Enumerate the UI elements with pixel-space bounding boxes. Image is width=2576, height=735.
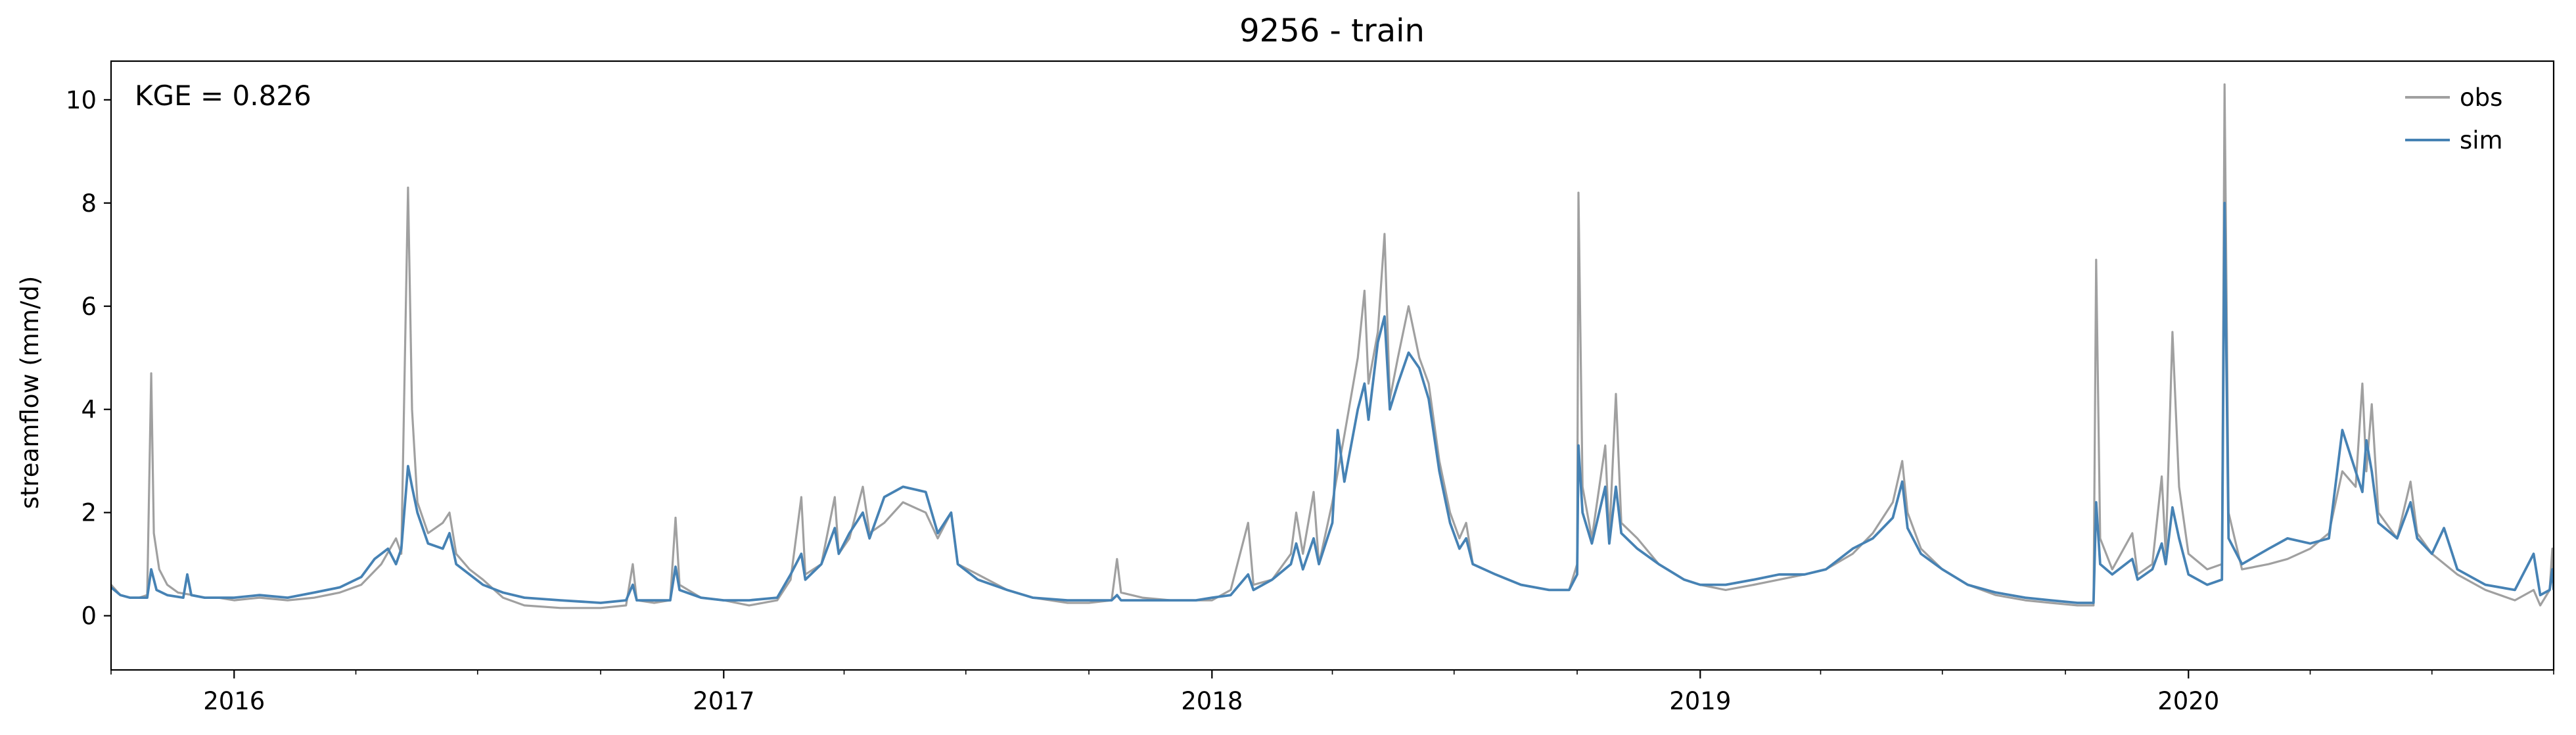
- y-tick-label: 8: [81, 189, 97, 218]
- legend-label-sim: sim: [2460, 126, 2503, 154]
- series-line-sim: [111, 201, 2554, 604]
- y-tick-label: 0: [81, 602, 97, 630]
- y-tick-label: 4: [81, 396, 97, 424]
- x-tick-label: 2018: [1181, 687, 1243, 715]
- x-axis-ticks: 2016 2017 2018 2019 2020: [110, 670, 2554, 715]
- x-tick-label: 2019: [1669, 687, 1731, 715]
- kge-annotation: KGE = 0.826: [135, 80, 311, 112]
- plot-frame: [110, 60, 2555, 671]
- y-tick-label: 6: [81, 293, 97, 321]
- legend: obs sim: [2405, 83, 2503, 154]
- x-tick-label: 2016: [203, 687, 265, 715]
- series-layer: [111, 83, 2554, 609]
- y-axis-label: streamflow (mm/d): [16, 276, 44, 510]
- y-tick-label: 10: [66, 86, 97, 114]
- legend-label-obs: obs: [2460, 83, 2502, 112]
- x-tick-label: 2017: [693, 687, 754, 715]
- y-axis-ticks: 0 2 4 6 8 10: [66, 86, 111, 630]
- y-tick-label: 2: [81, 499, 97, 527]
- x-tick-label: 2020: [2157, 687, 2219, 715]
- chart-title: 9256 - train: [1239, 12, 1425, 49]
- series-line-obs: [111, 83, 2554, 609]
